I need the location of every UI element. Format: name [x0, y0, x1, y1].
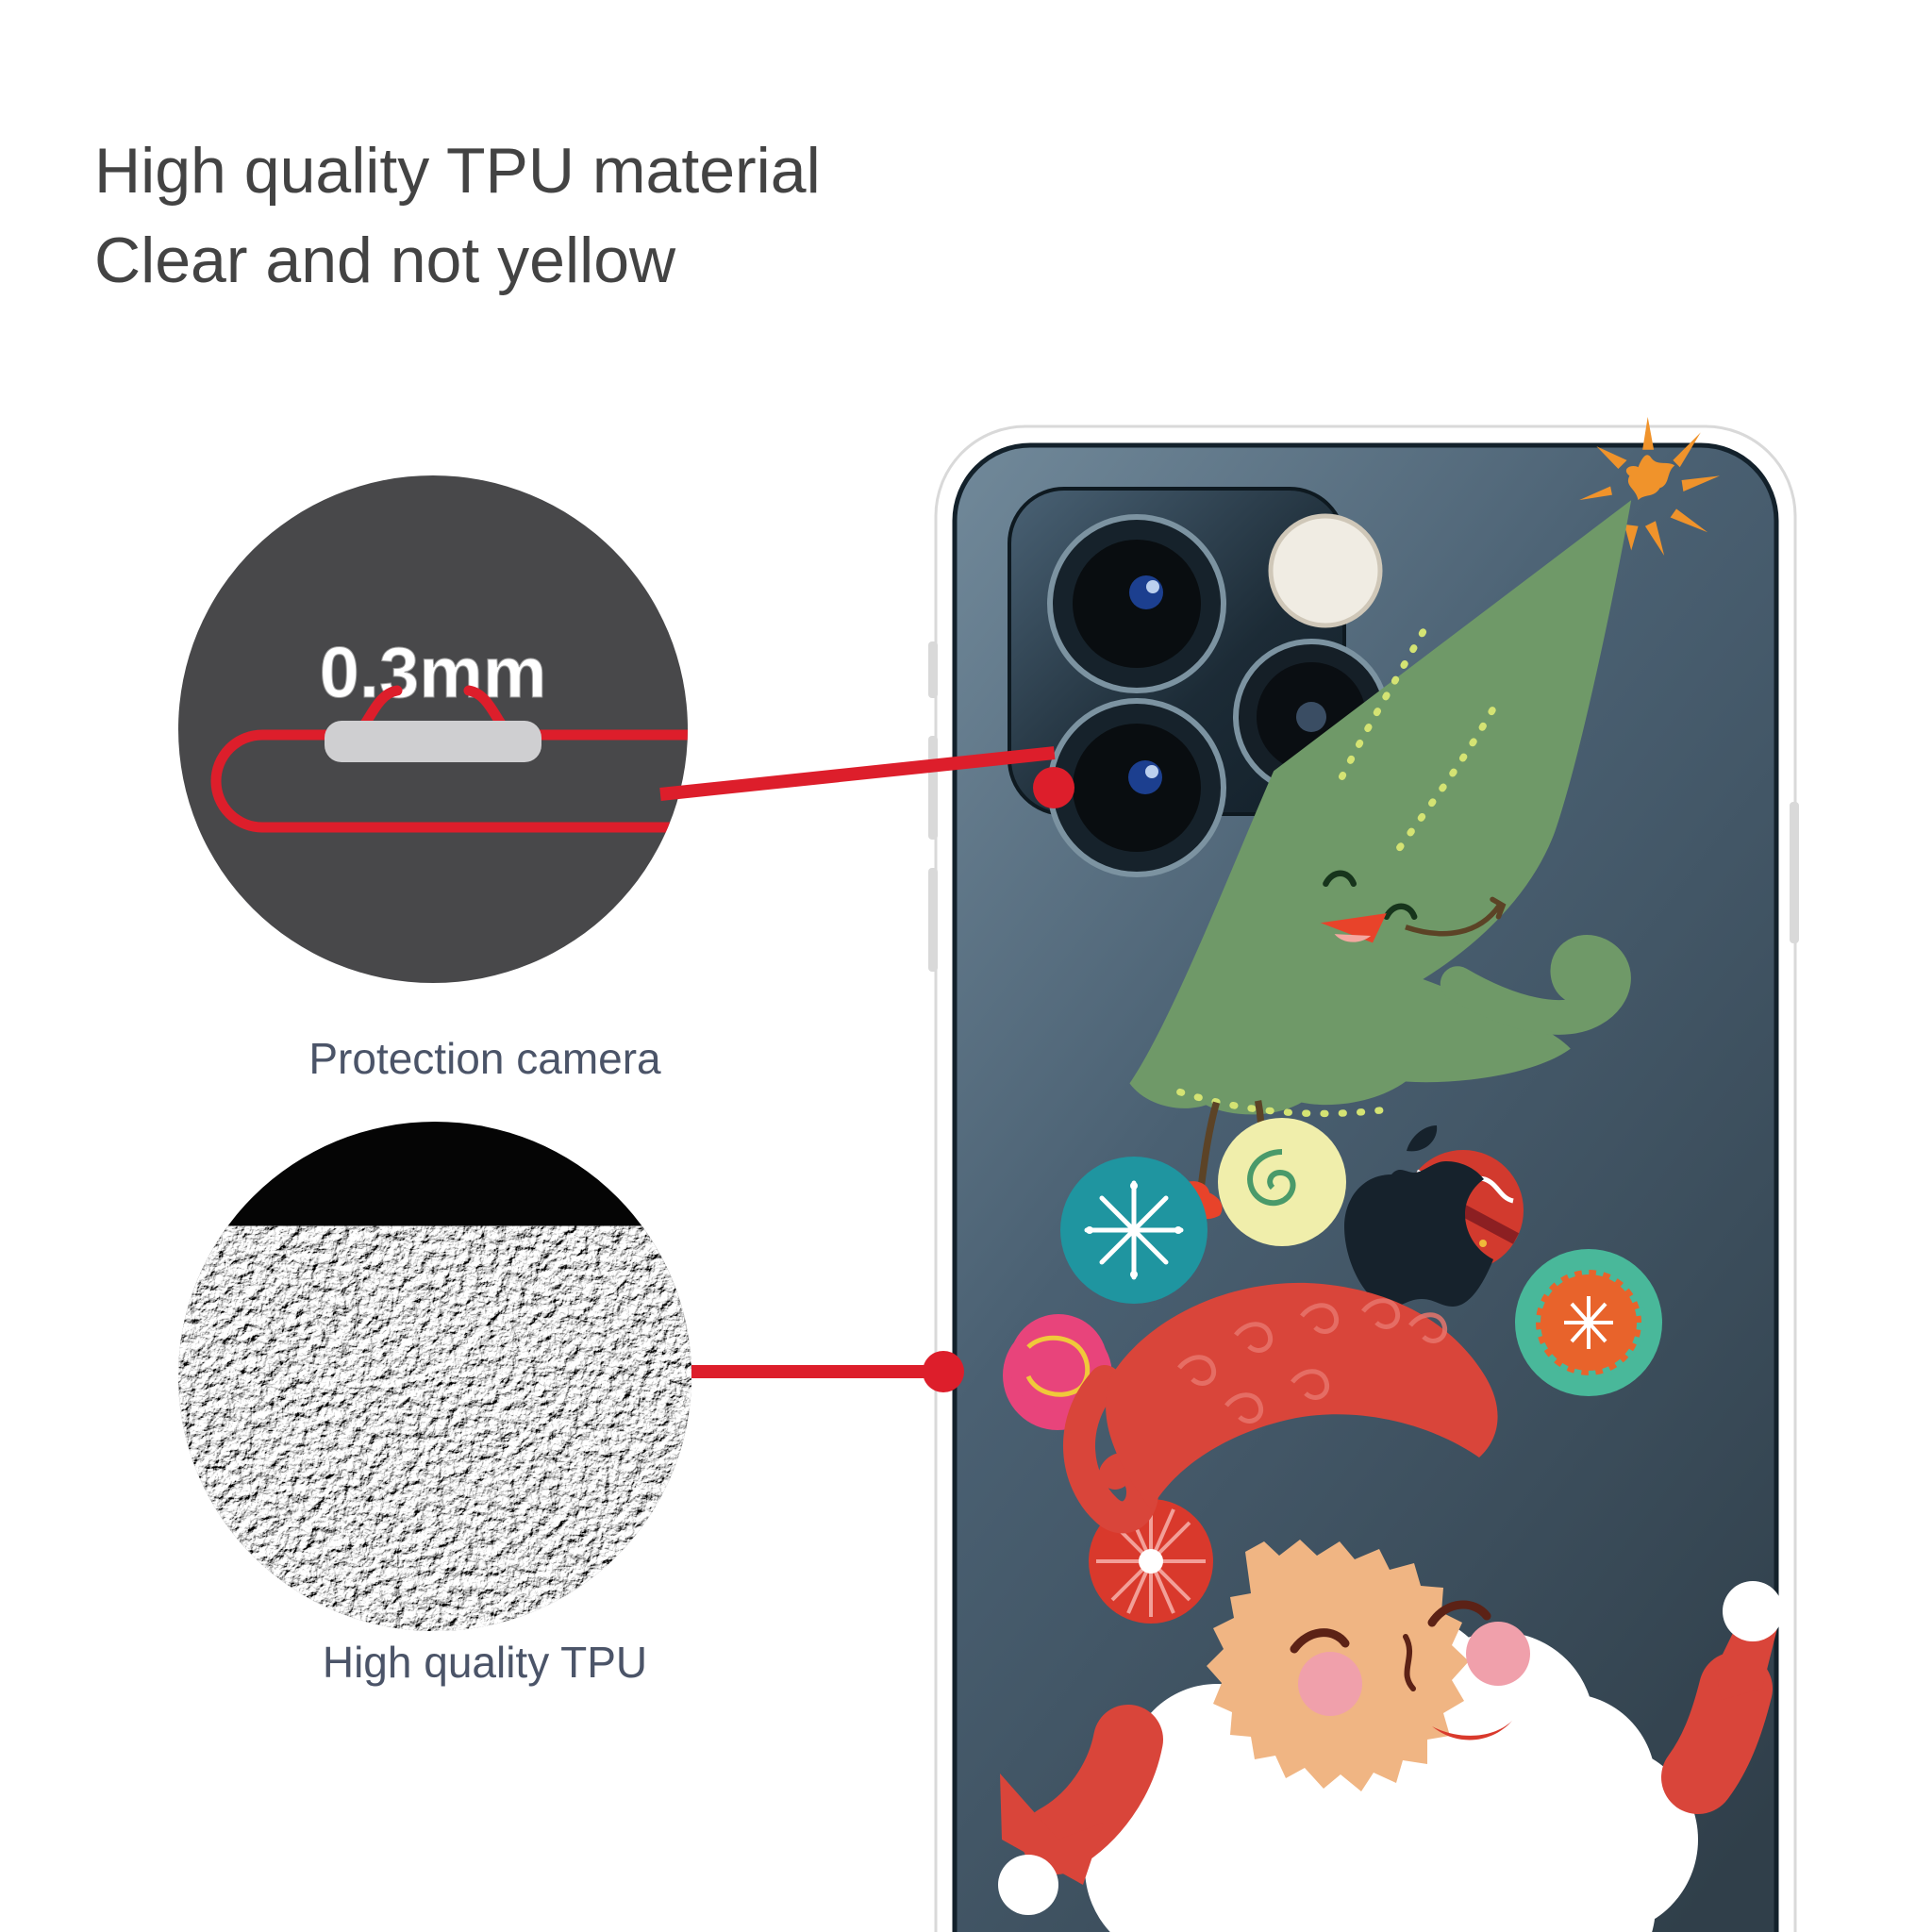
svg-text:0.3mm: 0.3mm — [320, 633, 547, 713]
